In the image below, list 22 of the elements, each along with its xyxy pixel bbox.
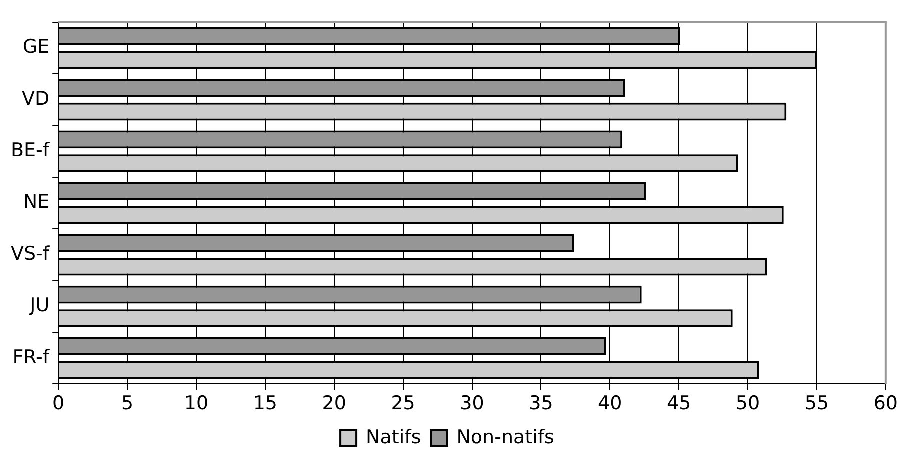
x-tick-label: 45 [666, 392, 692, 415]
x-tick-label: 15 [253, 392, 278, 415]
x-tick-label: 35 [529, 392, 554, 415]
y-tick-label: JU [29, 294, 50, 317]
x-tick-label: 10 [184, 392, 209, 415]
y-tick-label: BE-f [11, 140, 51, 162]
x-tick-label: 55 [804, 392, 830, 415]
x-tick-label: 40 [598, 392, 622, 415]
x-tick-label: 30 [460, 392, 484, 415]
x-tick-label: 60 [874, 392, 898, 415]
y-tick-label: FR-f [12, 346, 51, 368]
y-tick-label: VS-f [10, 242, 51, 265]
x-tick-label: 50 [736, 392, 760, 415]
x-tick-label: 25 [391, 392, 416, 415]
x-tick-label: 5 [122, 392, 134, 415]
x-tick-label: 20 [322, 392, 346, 415]
x-tick-label: 0 [52, 392, 65, 415]
legend-label: Non-natifs [456, 426, 554, 448]
y-tick-label: NE [23, 191, 50, 214]
legend-label: Natifs [366, 426, 422, 448]
y-tick-label: GE [22, 36, 50, 58]
y-tick-label: VD [22, 88, 50, 110]
